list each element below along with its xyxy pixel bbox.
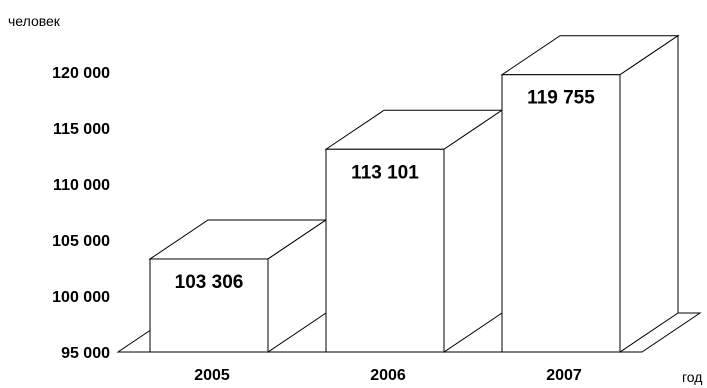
bar: 119 755	[500, 34, 680, 353]
x-axis-ticks: 2005 2006 2007	[194, 367, 582, 384]
bar-data-label: 103 306	[175, 272, 244, 293]
bar: 113 101	[324, 109, 504, 353]
x-tick-label: 2005	[194, 367, 230, 384]
bar: 103 306	[148, 219, 328, 353]
y-tick-label: 115 000	[53, 121, 110, 138]
bar-front-face	[149, 258, 269, 353]
bar-data-label: 119 755	[527, 88, 595, 109]
y-tick-label: 105 000	[52, 233, 110, 250]
y-tick-label: 110 000	[53, 177, 110, 194]
bar-side-face	[619, 34, 679, 353]
x-axis-unit-label: год	[682, 369, 702, 385]
x-tick-label: 2006	[370, 367, 406, 384]
y-tick-label: 100 000	[52, 289, 110, 306]
bar-data-label: 113 101	[351, 162, 419, 183]
y-axis-unit-label: человек	[8, 13, 61, 29]
y-tick-label: 120 000	[52, 65, 110, 82]
y-tick-label: 95 000	[61, 345, 110, 362]
y-axis-ticks: 95 000 100 000 105 000 110 000 115 000 120 00…	[52, 65, 110, 362]
bars: 103 306 113 101 119 755	[148, 34, 680, 353]
bar-front-face	[325, 148, 445, 353]
bar-side-face	[443, 109, 503, 353]
x-tick-label: 2007	[546, 367, 582, 384]
bar-front-face	[501, 74, 621, 353]
